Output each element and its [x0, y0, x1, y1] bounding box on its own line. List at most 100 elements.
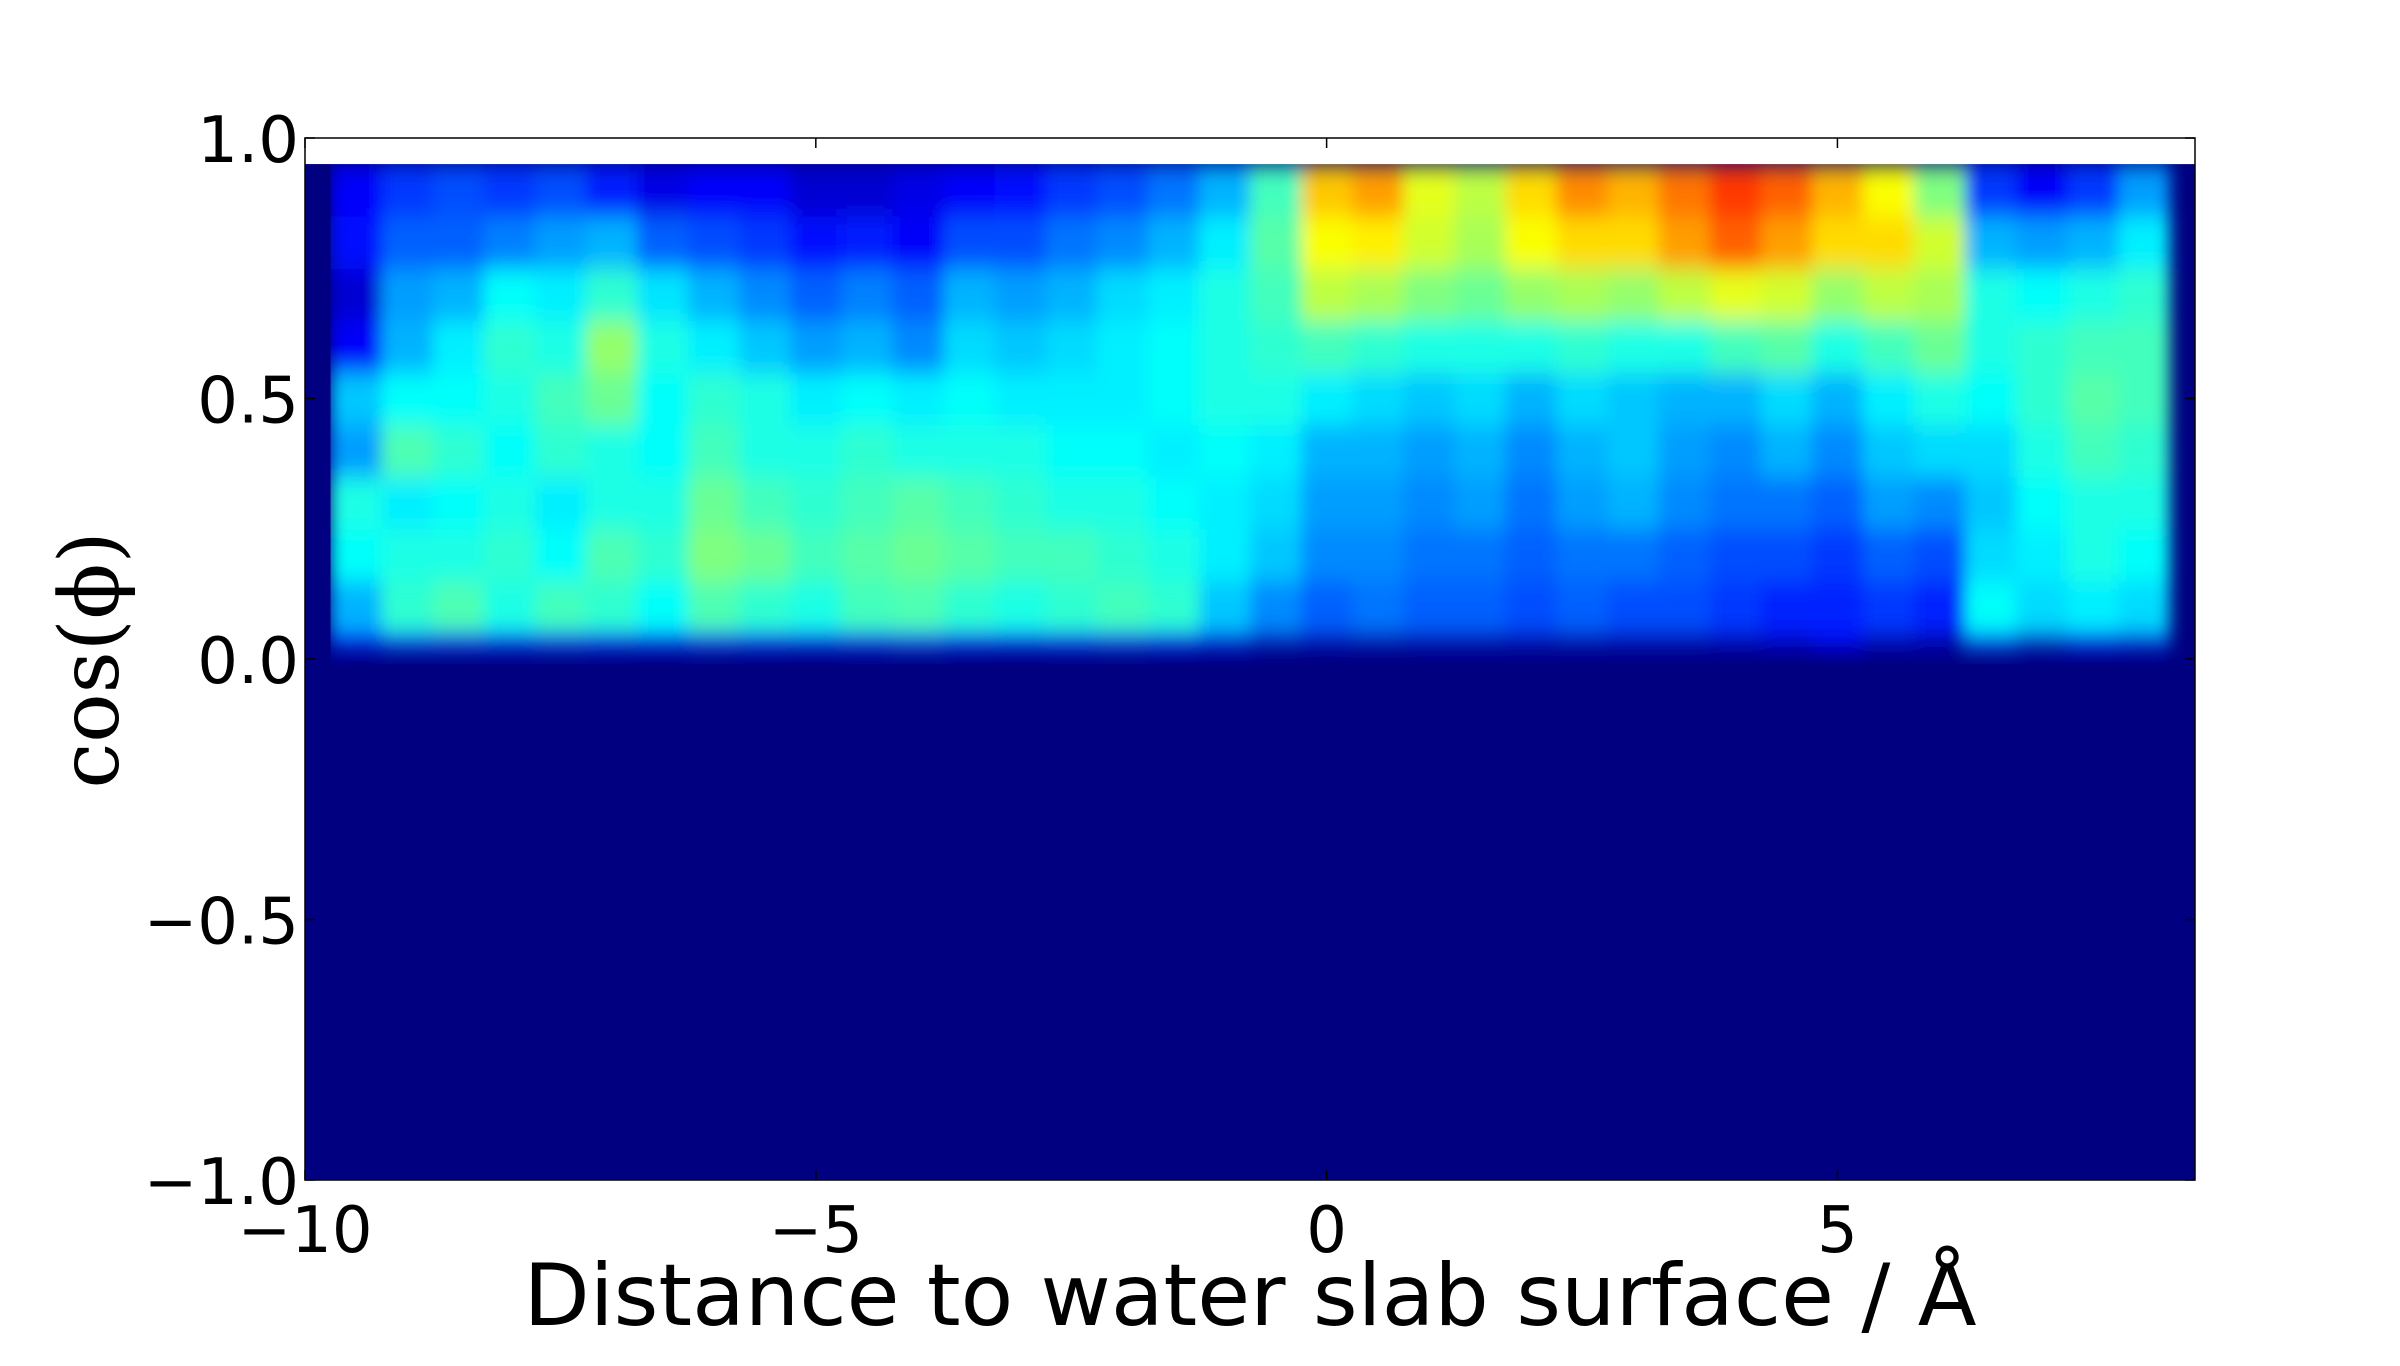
heatmap-cell [688, 216, 740, 269]
heatmap-cell [1760, 372, 1813, 426]
heatmap-cell [688, 476, 740, 530]
heatmap-cell [688, 268, 740, 321]
heatmap-cell [585, 372, 638, 426]
heatmap-cell [1454, 372, 1506, 426]
heatmap-cell [1301, 216, 1353, 269]
plot-area [305, 138, 2195, 1181]
heatmap-cell [1658, 164, 1711, 217]
heatmap-cell [1096, 372, 1149, 426]
heatmap-cell [1045, 424, 1098, 478]
heatmap-cell [1709, 528, 1762, 582]
heatmap-cell [1556, 580, 1609, 634]
y-tick-label: −0.5 [144, 886, 299, 960]
heatmap-cell [585, 268, 638, 321]
heatmap-cell [534, 580, 587, 634]
heatmap-cell [1250, 580, 1302, 634]
heatmap-cell [483, 424, 536, 478]
heatmap-cell [637, 268, 689, 321]
heatmap-cell [432, 580, 485, 634]
heatmap-cell [994, 320, 1047, 373]
heatmap-cell [2016, 216, 2068, 269]
heatmap-cell [1147, 164, 1200, 217]
heatmap-cell [1147, 632, 1200, 650]
heatmap-cell [790, 216, 842, 269]
heatmap-cell [1250, 164, 1302, 217]
heatmap-cell [585, 632, 638, 650]
heatmap-cell [330, 268, 383, 321]
heatmap-cell [994, 216, 1047, 269]
heatmap-cell [1250, 424, 1302, 478]
heatmap-cell [1096, 580, 1149, 634]
heatmap-cell [1760, 164, 1813, 217]
heatmap-cell [739, 580, 791, 634]
heatmap-cell [1147, 268, 1200, 321]
heatmap-cell [1607, 528, 1660, 582]
heatmap-cell [1352, 268, 1404, 321]
heatmap-cell [1607, 320, 1660, 373]
heatmap-cell [1505, 528, 1557, 582]
heatmap-cell [1914, 632, 1966, 650]
heatmap-cell [1147, 372, 1200, 426]
heatmap-cell [1147, 424, 1200, 478]
heatmap-cell [2016, 632, 2068, 650]
heatmap-cell [1301, 372, 1353, 426]
heatmap-cell [1914, 164, 1966, 217]
heatmap-cell [2118, 268, 2170, 321]
heatmap-cell [1658, 424, 1711, 478]
heatmap-cell [2118, 424, 2170, 478]
heatmap-cells [330, 164, 2170, 650]
heatmap-cell [2118, 580, 2170, 634]
heatmap-cell [1914, 528, 1966, 582]
heatmap-cell [1096, 268, 1149, 321]
heatmap-cell [1965, 372, 2017, 426]
heatmap-cell [1454, 528, 1506, 582]
heatmap-cell [841, 476, 893, 530]
heatmap-cell [1147, 216, 1200, 269]
heatmap-cell [994, 372, 1047, 426]
heatmap-cell [1862, 476, 1915, 530]
heatmap-cell [432, 528, 485, 582]
heatmap-cell [2118, 476, 2170, 530]
y-axis-title: cos(ϕ) [43, 531, 138, 788]
heatmap-cell [892, 164, 945, 217]
heatmap-cell [483, 632, 536, 650]
heatmap-cell [1045, 320, 1098, 373]
heatmap-cell [1965, 424, 2017, 478]
heatmap-cell [1301, 476, 1353, 530]
heatmap-cell [1862, 424, 1915, 478]
heatmap-cell [1505, 372, 1557, 426]
heatmap-cell [841, 528, 893, 582]
heatmap-cell [1607, 372, 1660, 426]
heatmap-cell [1862, 528, 1915, 582]
heatmap-cell [1045, 372, 1098, 426]
heatmap-cell [585, 320, 638, 373]
heatmap-cell [637, 424, 689, 478]
heatmap-cell [688, 528, 740, 582]
heatmap-cell [688, 632, 740, 650]
heatmap-cell [1811, 632, 1864, 650]
heatmap-cell [994, 528, 1047, 582]
heatmap-cell [1096, 632, 1149, 650]
heatmap-cell [943, 372, 996, 426]
heatmap-cell [688, 320, 740, 373]
heatmap-cell [1403, 424, 1455, 478]
heatmap-cell [739, 164, 791, 217]
heatmap-cell [2118, 216, 2170, 269]
heatmap-cell [1811, 268, 1864, 321]
heatmap-cell [1505, 632, 1557, 650]
heatmap-cell [1965, 632, 2017, 650]
heatmap-cell [1658, 528, 1711, 582]
heatmap-cell [2118, 632, 2170, 650]
heatmap-cell [1250, 216, 1302, 269]
heatmap-cell [892, 320, 945, 373]
heatmap-cell [892, 632, 945, 650]
heatmap-cell [1709, 320, 1762, 373]
heatmap-cell [1914, 372, 1966, 426]
heatmap-cell [1250, 372, 1302, 426]
heatmap-cell [637, 632, 689, 650]
heatmap-cell [892, 528, 945, 582]
heatmap-cell [1301, 320, 1353, 373]
heatmap-cell [483, 268, 536, 321]
heatmap-cell [2016, 424, 2068, 478]
heatmap-cell [943, 528, 996, 582]
